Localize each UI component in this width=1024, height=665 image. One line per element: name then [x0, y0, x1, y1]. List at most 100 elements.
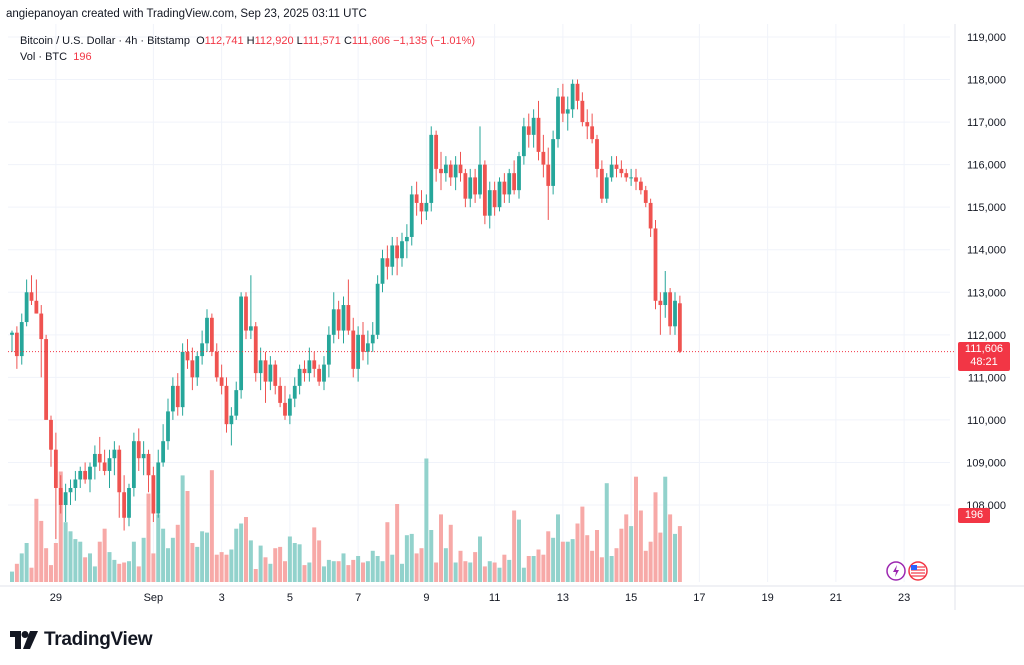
low-value: 111,571 [302, 35, 341, 47]
candle-body [507, 173, 512, 195]
candle-body [195, 356, 200, 378]
volume-bar [127, 561, 131, 582]
y-tick-label: 110,000 [967, 415, 1006, 427]
candle-body [239, 296, 244, 391]
volume-bar [478, 536, 482, 582]
candle-body [14, 332, 19, 357]
volume-bar [205, 532, 209, 582]
candle-body [643, 190, 648, 203]
volume-bar [24, 543, 29, 582]
candle-body [19, 322, 24, 357]
flag-canton [911, 565, 917, 570]
volume-bar [34, 498, 39, 582]
volume-bar [434, 562, 439, 582]
candle-body [370, 334, 375, 344]
candle-body [29, 292, 34, 301]
volume-bar [336, 561, 341, 582]
volume-bar [395, 504, 400, 582]
volume-bar [609, 556, 614, 582]
candle-body [677, 303, 682, 352]
volume-bar [526, 556, 531, 582]
bar-countdown: 48:21 [970, 355, 998, 368]
candle-body [638, 181, 643, 191]
volume-bar [546, 531, 551, 582]
volume-bar [322, 566, 326, 582]
candle-body [653, 228, 658, 301]
candle-body [10, 332, 14, 335]
candle-body [161, 441, 166, 463]
candle-body [224, 385, 229, 425]
volume-bar [224, 554, 229, 582]
footer [0, 625, 1024, 665]
y-tick-label: 115,000 [967, 202, 1006, 214]
volume-bar [151, 553, 156, 582]
volume-bar [14, 563, 19, 582]
volume-bar [560, 541, 565, 582]
candle-body [346, 305, 351, 331]
volume-bar [307, 562, 312, 582]
candle-body [166, 411, 170, 442]
volume-bar [565, 541, 570, 582]
volume-bar [595, 530, 599, 582]
candle-body [429, 134, 434, 203]
candle-body [307, 360, 312, 374]
candle-body [234, 390, 239, 416]
volume-bar [400, 563, 404, 582]
change-value: −1,135 (−1.01%) [393, 35, 476, 47]
volume-bar [658, 532, 663, 582]
y-tick-label: 119,000 [967, 32, 1006, 44]
candle-body [536, 117, 541, 152]
candle-body [278, 385, 283, 403]
candle-body [482, 164, 487, 216]
candle-body [424, 202, 429, 212]
volume-bar [53, 543, 58, 582]
price-chart[interactable]: 119,000 118,000 117,000 116,000 115,000 114,0… [0, 24, 1024, 611]
candle-body [317, 368, 322, 382]
volume-bar [629, 526, 634, 582]
candle-body [253, 326, 258, 374]
candle-body [336, 309, 341, 331]
volume-bar [292, 543, 297, 582]
candle-body [551, 139, 556, 186]
volume-bar [297, 544, 302, 582]
candle-body [439, 168, 443, 174]
volume-bar [570, 539, 575, 582]
candle-body [400, 241, 404, 259]
volume-bar [624, 514, 629, 582]
volume-bar [414, 553, 419, 582]
candle-body [180, 351, 185, 408]
candle-body [68, 487, 73, 493]
x-tick-label: 17 [693, 592, 705, 604]
volume-bar [599, 557, 604, 582]
volume-bar [10, 571, 14, 582]
volume-bar [200, 531, 205, 582]
candle-body [517, 156, 521, 191]
volume-bar [219, 552, 224, 582]
last-price-value: 111,606 [964, 342, 1004, 355]
x-tick-label: 9 [423, 592, 429, 604]
volume-bar [361, 562, 365, 582]
volume-bar [326, 559, 331, 582]
candle-body [83, 470, 88, 480]
volume-bar [317, 540, 322, 582]
y-tick-label: 109,000 [966, 457, 1006, 469]
volume-bar [156, 514, 161, 582]
tradingview-logo[interactable]: TradingView [10, 629, 153, 651]
candle-body [634, 177, 638, 182]
volume-bar [195, 546, 200, 582]
candle-body [648, 202, 653, 229]
x-tick-label: 3 [219, 592, 225, 604]
volume-bar [424, 458, 429, 582]
volume-bar [419, 548, 424, 582]
candle-body [107, 458, 112, 471]
volume-bar [312, 527, 317, 582]
chart-frame: 119,000 118,000 117,000 116,000 115,000 114,0… [0, 24, 1024, 611]
volume-bar [302, 565, 307, 582]
candle-body [492, 190, 497, 208]
volume-bar [170, 537, 175, 582]
candle-body [521, 126, 526, 157]
candle-body [122, 492, 127, 518]
volume-bar [536, 549, 541, 582]
us-flag-icon [908, 561, 928, 581]
created-by-text: angiepanoyan created with TradingView.co… [6, 8, 367, 20]
